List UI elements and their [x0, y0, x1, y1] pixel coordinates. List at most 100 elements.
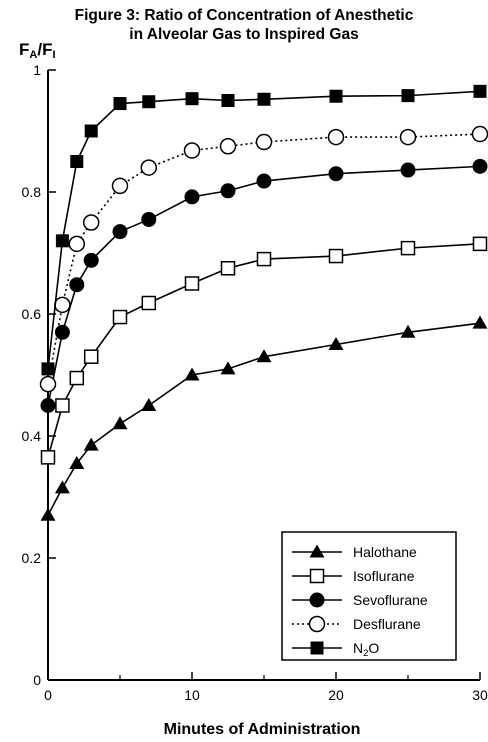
- data-point: [54, 324, 70, 340]
- series-line: [47, 90, 481, 369]
- legend-marker: [309, 592, 325, 608]
- legend-marker: [309, 544, 325, 558]
- data-point: [328, 248, 344, 264]
- y-tick-label: 1: [33, 62, 41, 78]
- data-point: [256, 173, 272, 189]
- data-point: [255, 133, 273, 151]
- data-point: [70, 155, 84, 168]
- legend-item: Sevoflurane: [292, 592, 428, 608]
- legend-marker: [309, 568, 325, 584]
- data-point: [54, 296, 71, 314]
- legend-item: Isoflurane: [292, 568, 415, 584]
- series-line: [47, 165, 481, 406]
- data-point: [69, 455, 85, 469]
- data-point: [82, 214, 100, 231]
- x-axis-label: Minutes of Administration: [164, 721, 361, 738]
- y-tick-label: 0.8: [22, 184, 42, 200]
- data-point: [399, 128, 417, 146]
- data-point: [401, 89, 415, 103]
- data-point: [40, 450, 56, 465]
- legend-item: Halothane: [292, 544, 417, 560]
- data-point: [220, 183, 236, 199]
- x-tick-label: 10: [184, 687, 200, 703]
- data-point: [141, 211, 157, 227]
- data-point: [55, 398, 70, 413]
- data-point: [184, 367, 200, 381]
- series-layer: [39, 84, 488, 521]
- data-point: [40, 398, 56, 413]
- data-point: [400, 240, 416, 256]
- series-circle-filled: [40, 158, 488, 413]
- data-point: [55, 234, 69, 248]
- data-point: [41, 362, 55, 376]
- chart-title-line1: Figure 3: Ratio of Concentration of Anes…: [75, 7, 414, 24]
- data-point: [257, 92, 271, 106]
- data-point: [472, 315, 488, 329]
- data-point: [140, 159, 158, 176]
- x-tick-label: 20: [328, 687, 344, 703]
- x-tick-label: 30: [472, 687, 488, 703]
- legend-label: Desflurane: [353, 616, 421, 632]
- legend: Halothane Isoflurane Sevoflurane Desflurane…: [281, 531, 457, 661]
- data-point: [83, 349, 99, 364]
- data-point: [111, 177, 129, 195]
- data-point: [400, 324, 416, 338]
- data-point: [142, 95, 156, 109]
- legend-label: Sevoflurane: [353, 592, 428, 608]
- legend-label: N2O: [353, 640, 379, 659]
- data-point: [184, 189, 200, 205]
- legend-item: Desflurane: [292, 615, 421, 633]
- y-axis-label: FA/FI: [19, 40, 56, 61]
- legend-label: Halothane: [353, 544, 417, 560]
- data-point: [83, 437, 99, 451]
- data-point: [68, 235, 86, 253]
- data-point: [69, 277, 85, 293]
- y-tick-label: 0.6: [22, 306, 42, 322]
- data-point: [184, 276, 200, 291]
- data-point: [39, 375, 57, 393]
- data-point: [471, 125, 488, 143]
- series-circle-open: [39, 125, 488, 393]
- chart-title-line2: in Alveolar Gas to Inspired Gas: [129, 26, 358, 43]
- series-square-filled: [41, 84, 487, 376]
- data-point: [54, 480, 70, 494]
- data-point: [220, 261, 236, 276]
- data-point: [329, 89, 343, 103]
- data-point: [256, 251, 272, 267]
- data-point: [328, 166, 344, 182]
- y-tick-label: 0: [33, 672, 41, 688]
- data-point: [220, 361, 236, 375]
- data-point: [185, 92, 199, 106]
- axis-ticks: 0 10 20 30 0 0.2 0.4 0.6 0.8 1: [22, 62, 488, 703]
- data-point: [472, 236, 488, 252]
- data-point: [113, 97, 127, 111]
- y-tick-label: 0.4: [22, 428, 42, 444]
- data-point: [472, 158, 488, 174]
- y-tick-label: 0.2: [22, 550, 42, 566]
- series-triangle: [40, 315, 488, 521]
- series-square-open: [40, 236, 488, 465]
- data-point: [219, 138, 237, 155]
- data-point: [400, 162, 416, 178]
- data-point: [84, 124, 98, 138]
- legend-marker: [310, 641, 324, 655]
- data-point: [141, 295, 157, 311]
- x-tick-label: 0: [44, 687, 52, 703]
- data-point: [327, 128, 345, 146]
- data-point: [112, 416, 128, 430]
- data-point: [141, 398, 157, 411]
- data-point: [256, 349, 272, 363]
- data-point: [83, 252, 99, 268]
- data-point: [473, 84, 487, 98]
- legend-item: N2O: [292, 640, 379, 659]
- data-point: [69, 370, 85, 386]
- data-point: [112, 309, 128, 325]
- data-point: [183, 142, 201, 159]
- data-point: [112, 224, 128, 240]
- legend-label: Isoflurane: [353, 568, 415, 584]
- data-point: [221, 94, 235, 107]
- data-point: [40, 507, 56, 521]
- data-point: [328, 337, 344, 350]
- legend-marker: [308, 615, 326, 633]
